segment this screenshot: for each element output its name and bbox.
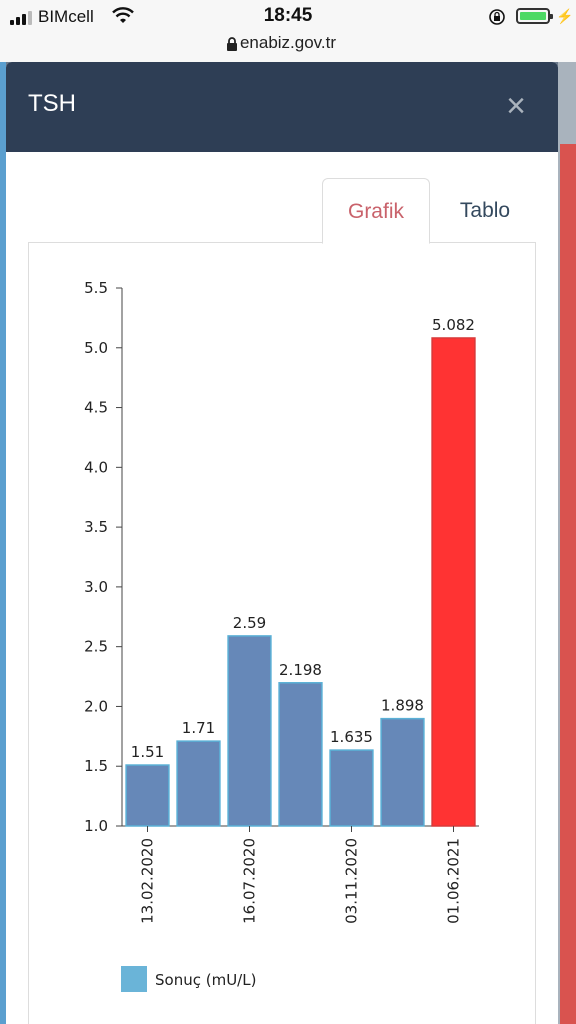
y-tick-label: 2.5 [84, 638, 108, 656]
bar-value-label: 2.198 [279, 661, 322, 679]
tsh-bar-chart: 1.0 1.5 2.0 2.5 3.0 3.5 4.0 4.5 5.0 5.5 1.51 13.02.… [84, 279, 479, 992]
bar-value-label: 2.59 [233, 614, 266, 632]
tab-tablo[interactable]: Tablo [459, 199, 511, 222]
x-tick-label: 03.11.2020 [343, 838, 361, 924]
tab-grafik[interactable]: Grafik [322, 178, 430, 244]
carrier-name: BIMcell [38, 7, 94, 26]
y-tick-label: 4.0 [84, 458, 108, 476]
lock-icon [227, 37, 237, 51]
bar-value-label: 1.898 [381, 697, 424, 715]
x-tick-label: 16.07.2020 [241, 838, 259, 924]
y-tick-label: 4.5 [84, 399, 108, 417]
bar [176, 740, 221, 827]
y-tick-label: 1.5 [84, 757, 108, 775]
legend-label: Sonuç (mU/L) [155, 971, 256, 989]
orientation-lock-icon [489, 9, 505, 25]
wifi-icon [112, 7, 134, 23]
x-tick-label: 01.06.2021 [445, 838, 463, 924]
legend-swatch [121, 966, 147, 992]
y-tick-label: 3.0 [84, 578, 108, 596]
modal-header: TSH × [6, 62, 558, 152]
status-bar: BIMcell 18:45 ⚡ enabiz.gov.tr [0, 0, 576, 62]
bar [278, 682, 323, 827]
bar-value-label: 5.082 [432, 316, 475, 334]
bar-value-label: 1.51 [131, 743, 164, 761]
bar-value-label: 1.71 [182, 719, 215, 737]
modal-title: TSH [28, 90, 76, 117]
battery-icon [516, 8, 553, 24]
tsh-modal: TSH × Grafik Tablo 1.0 1.5 2.0 2.5 3.0 3.5 4.0… [6, 62, 558, 1024]
page-background-left [0, 62, 6, 1024]
page-background-right [558, 62, 576, 1024]
clock-time: 18:45 [263, 5, 313, 26]
charging-icon: ⚡ [556, 8, 574, 24]
tab-divider [28, 242, 536, 243]
bar-value-label: 1.635 [330, 728, 373, 746]
y-tick-label: 1.0 [84, 817, 108, 835]
y-tick-label: 3.5 [84, 518, 108, 536]
y-tick-label: 5.5 [84, 279, 108, 297]
bar [125, 764, 170, 827]
url-address[interactable]: enabiz.gov.tr [239, 33, 337, 52]
y-tick-label: 5.0 [84, 339, 108, 357]
signal-icon [10, 11, 36, 25]
bar [431, 337, 476, 827]
bar [227, 635, 272, 827]
bar [329, 749, 374, 827]
y-tick-label: 2.0 [84, 697, 108, 715]
chart-panel: 1.0 1.5 2.0 2.5 3.0 3.5 4.0 4.5 5.0 5.5 1.51 13.02.… [28, 242, 536, 1024]
close-icon[interactable]: × [506, 87, 526, 125]
bar [380, 717, 425, 827]
x-tick-label: 13.02.2020 [139, 838, 157, 924]
